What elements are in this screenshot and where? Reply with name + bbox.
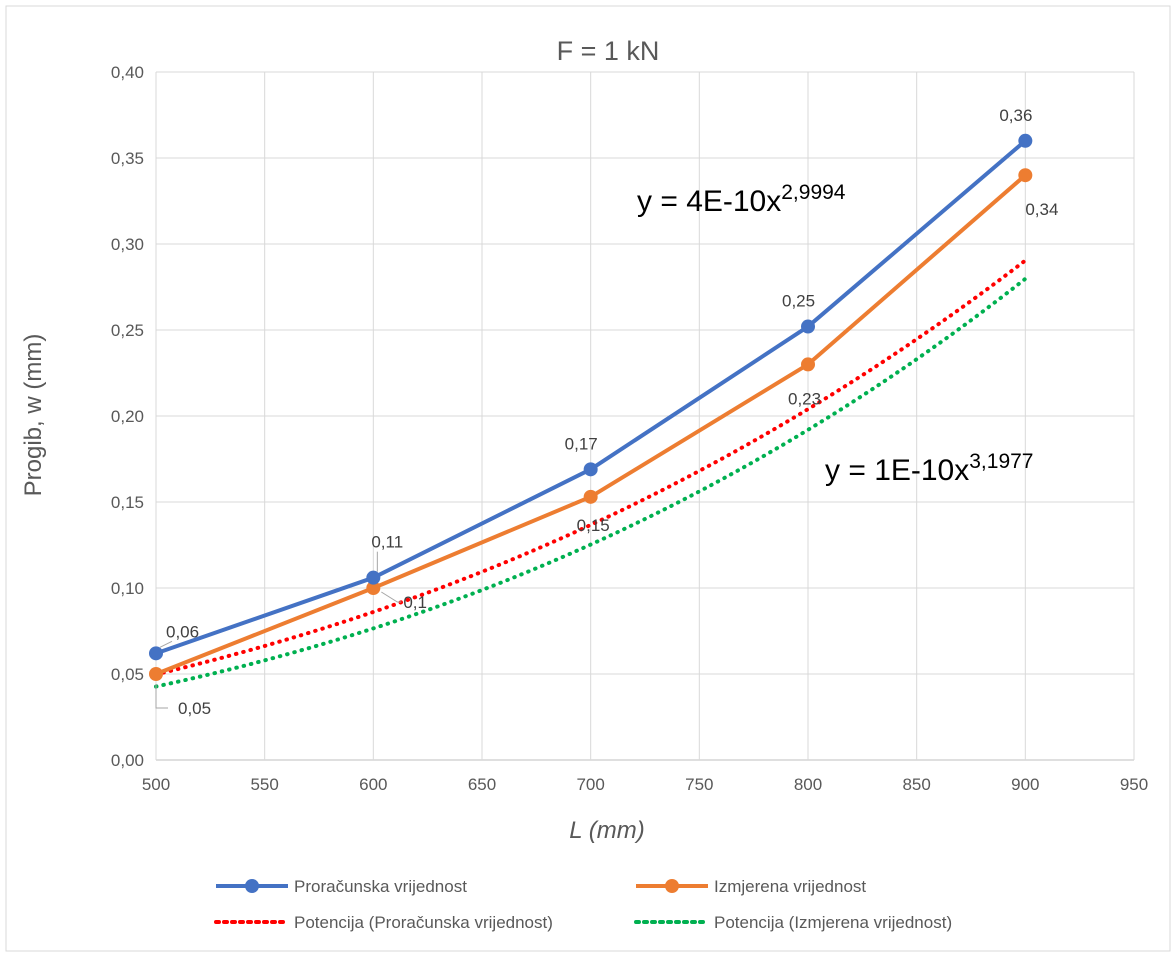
series [149, 133, 1033, 681]
data-point-proracunska [583, 462, 598, 477]
y-tick-label: 0,30 [111, 235, 144, 254]
data-point-izmjerena [583, 489, 598, 504]
equation-exponent: 2,9994 [781, 181, 846, 204]
x-tick-label: 500 [142, 775, 170, 794]
x-tick-label: 900 [1011, 775, 1039, 794]
y-tick-label: 0,25 [111, 321, 144, 340]
data-label-leader [155, 684, 168, 709]
x-tick-label: 800 [794, 775, 822, 794]
chart-title: F = 1 kN [557, 36, 660, 66]
legend-label-potencija-proracunska: Potencija (Proračunska vrijednost) [294, 913, 553, 932]
legend-marker-izmjerena [665, 879, 679, 893]
chart-border [5, 5, 1171, 952]
x-tick-label: 950 [1120, 775, 1148, 794]
y-tick-label: 0,00 [111, 751, 144, 770]
data-point-izmjerena [1018, 168, 1033, 183]
legend-marker-proracunska [245, 879, 259, 893]
data-point-proracunska [1018, 133, 1033, 148]
legend-item-proracunska: Proračunska vrijednost [216, 877, 467, 896]
data-label-izmjerena: 0,23 [788, 389, 821, 408]
y-tick-label: 0,10 [111, 579, 144, 598]
data-label-proracunska: 0,25 [782, 292, 815, 311]
equation-base: y = 1E-10x [825, 454, 969, 487]
trendline-equation-izmjerena: y = 1E-10x3,1977 [825, 450, 1033, 487]
trendline-izmjerena [154, 276, 1028, 689]
data-point-izmjerena [149, 667, 163, 681]
x-tick-label: 650 [468, 775, 496, 794]
data-label-izmjerena: 0,05 [178, 699, 211, 718]
y-axis-title: Progib, w (mm) [20, 334, 47, 497]
data-label-izmjerena: 0,34 [1025, 200, 1058, 219]
legend-item-potencija-proracunska: Potencija (Proračunska vrijednost) [214, 913, 553, 932]
y-tick-label: 0,40 [111, 63, 144, 82]
data-point-izmjerena [366, 581, 381, 595]
data-labels: 0,06 0,11 0,17 0,25 0,36 0,05 0,1 0,15 0,23 0,34 [155, 106, 1058, 718]
data-label-leader [159, 640, 173, 648]
legend: Proračunska vrijednost Izmjerena vrijedn… [214, 877, 952, 932]
data-label-proracunska: 0,11 [371, 533, 403, 552]
x-tick-label: 700 [576, 775, 604, 794]
legend-item-izmjerena: Izmjerena vrijednost [636, 877, 866, 896]
legend-label-proracunska: Proračunska vrijednost [294, 877, 467, 896]
data-label-leader [381, 591, 402, 603]
y-tick-label: 0,05 [111, 665, 144, 684]
legend-item-potencija-izmjerena: Potencija (Izmjerena vrijednost) [634, 913, 952, 932]
x-tick-label: 550 [250, 775, 278, 794]
data-label-izmjerena: 0,1 [403, 593, 427, 612]
trendline-proracunska [154, 258, 1028, 677]
y-tick-label: 0,15 [111, 493, 144, 512]
data-label-izmjerena: 0,15 [577, 516, 610, 535]
equation-base: y = 4E-10x [637, 185, 781, 218]
x-tick-label: 750 [685, 775, 713, 794]
data-label-proracunska: 0,36 [999, 106, 1032, 125]
data-point-proracunska [366, 570, 381, 585]
data-label-proracunska: 0,17 [565, 434, 598, 453]
data-label-proracunska: 0,06 [166, 622, 199, 641]
data-point-proracunska [149, 646, 163, 661]
legend-label-potencija-izmjerena: Potencija (Izmjerena vrijednost) [714, 913, 952, 932]
data-point-izmjerena [801, 357, 815, 372]
y-tick-label: 0,35 [111, 149, 144, 168]
y-tick-label: 0,20 [111, 407, 144, 426]
x-axis-title: L (mm) [569, 817, 645, 844]
grid [155, 71, 1135, 761]
equation-exponent: 3,1977 [969, 450, 1033, 473]
x-tick-label: 850 [902, 775, 930, 794]
data-point-proracunska [801, 319, 815, 334]
axes: 0,00 0,05 0,10 0,15 0,20 0,25 0,30 0,35 0,40 500 5… [111, 63, 1148, 794]
trendline-equation-proracunska: y = 4E-10x2,9994 [637, 181, 846, 218]
legend-label-izmjerena: Izmjerena vrijednost [714, 877, 866, 896]
x-tick-label: 600 [359, 775, 387, 794]
trendlines [154, 258, 1028, 689]
